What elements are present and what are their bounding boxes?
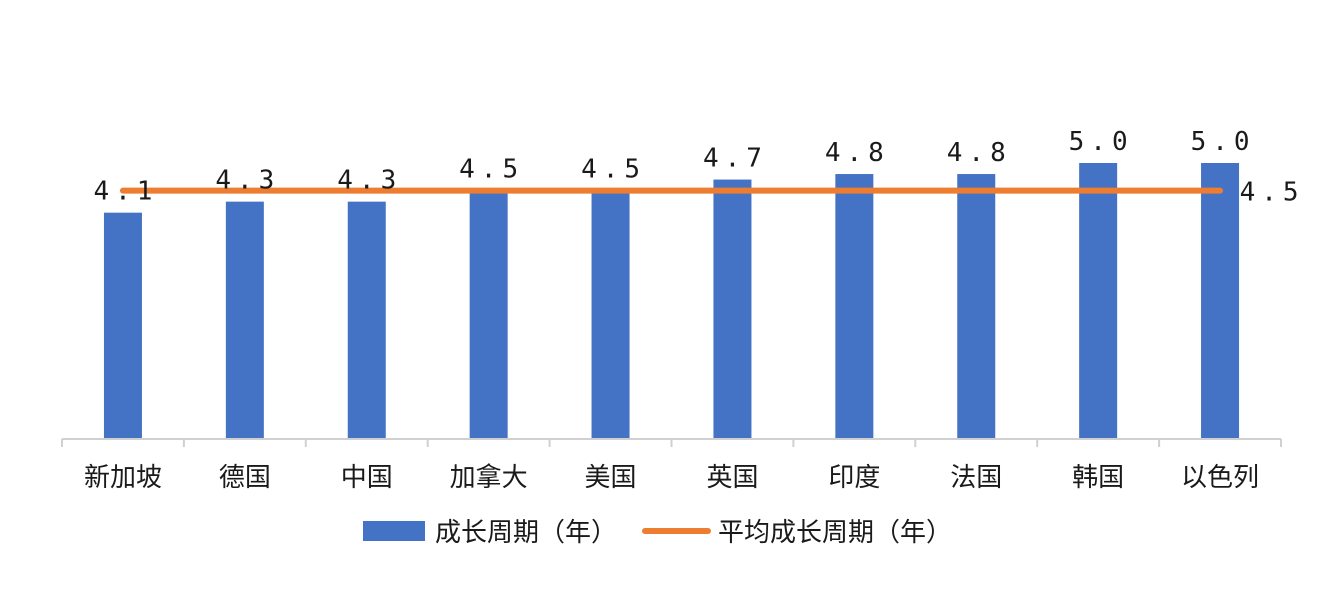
category-label: 以色列: [1181, 463, 1259, 493]
category-label: 新加坡: [84, 463, 162, 493]
category-label: 印度: [828, 463, 880, 493]
x-axis-ticks: [61, 439, 1282, 447]
legend: 成长周期（年） 平均成长周期（年）: [363, 518, 952, 548]
bar-value-label: 4.1: [93, 177, 158, 207]
bar-value-label: 4.3: [337, 166, 402, 196]
bar: [469, 190, 508, 439]
bar: [591, 190, 630, 439]
bar-value-label: 4.7: [703, 144, 768, 174]
bar: [713, 179, 752, 439]
bar-value-label: 4.8: [947, 138, 1012, 168]
bar-value-label: 4.3: [215, 166, 280, 196]
bar: [957, 174, 996, 440]
bar-data-labels: 4.1 4.3 4.3 4.5 4.5 4.7 4.8 4.8 5.0 5.0: [93, 127, 1256, 207]
category-label: 韩国: [1072, 463, 1124, 493]
bar: [225, 201, 264, 439]
legend-bar-swatch: [363, 521, 425, 541]
category-label: 中国: [341, 463, 393, 493]
average-line-label: 4.5: [1240, 178, 1305, 208]
bar: [1201, 163, 1240, 439]
legend-line-label: 平均成长周期（年）: [718, 518, 952, 548]
bar: [347, 201, 386, 439]
bar-value-label: 4.5: [581, 155, 646, 185]
bar-value-label: 4.8: [825, 138, 890, 168]
bar: [835, 174, 874, 440]
average-line-series: 4.5: [119, 178, 1305, 208]
legend-bar-label: 成长周期（年）: [435, 518, 617, 548]
category-label: 法国: [950, 463, 1002, 493]
category-label: 加拿大: [450, 463, 528, 493]
bar-value-label: 4.5: [459, 155, 524, 185]
category-label: 英国: [706, 463, 758, 493]
x-axis-tick-labels: 新加坡 德国 中国 加拿大 美国 英国 印度 法国 韩国 以色列: [84, 463, 1259, 493]
bar-series: [103, 163, 1240, 440]
category-label: 德国: [219, 463, 271, 493]
bar-value-label: 5.0: [1069, 127, 1134, 157]
category-label: 美国: [585, 463, 637, 493]
bar: [1079, 163, 1118, 439]
bar: [103, 212, 142, 439]
bar-value-label: 5.0: [1191, 127, 1256, 157]
